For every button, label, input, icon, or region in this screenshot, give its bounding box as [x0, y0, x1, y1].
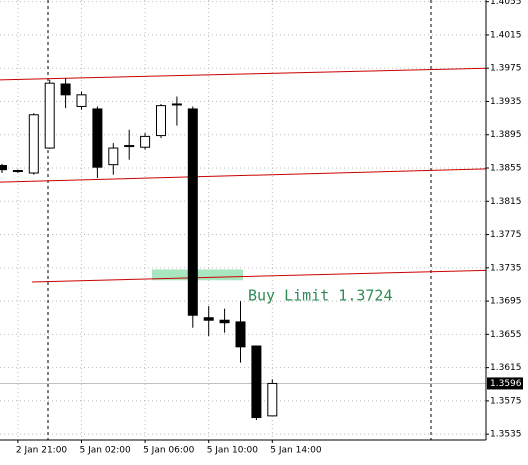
candle-body [219, 319, 230, 324]
y-tick-label: 1.3575 [490, 396, 522, 406]
candle-body [124, 145, 135, 148]
candle-body [203, 317, 214, 321]
y-tick-label: 1.3735 [490, 263, 522, 273]
y-tick-label: 1.3615 [490, 363, 522, 373]
candle-body [156, 105, 166, 137]
candle-body [0, 165, 7, 171]
candle-body [171, 103, 182, 106]
price-label: 1.3596 [490, 379, 522, 389]
y-tick-label: 1.3855 [490, 164, 522, 174]
grid [0, 0, 486, 440]
y-tick-label: 1.3975 [490, 64, 522, 74]
annotation: Buy Limit 1.3724 [248, 287, 393, 305]
x-tick-label: 2 Jan 21:00 [16, 446, 68, 456]
y-tick-label: 1.3935 [490, 97, 522, 107]
candle-body [140, 135, 151, 148]
candle-body [235, 321, 246, 348]
y-tick-label: 1.3535 [490, 430, 522, 440]
y-tick-label: 1.3655 [490, 330, 522, 340]
x-tick-label: 5 Jan 14:00 [270, 446, 322, 456]
candle-body [28, 114, 39, 174]
candle-body [108, 147, 119, 166]
candle-body [12, 170, 23, 173]
candle-body [76, 94, 87, 107]
x-tick-label: 5 Jan 10:00 [207, 446, 259, 456]
trendline [0, 168, 487, 183]
trendline [31, 269, 487, 283]
candle-body [44, 82, 55, 149]
y-tick-label: 1.3815 [490, 197, 522, 207]
y-tick-label: 1.4055 [490, 0, 522, 7]
y-tick-label: 1.3695 [490, 297, 522, 307]
y-tick-label: 1.4015 [490, 30, 522, 40]
y-tick-label: 1.3895 [490, 130, 522, 140]
plot [0, 67, 487, 421]
y-tick-label: 1.3775 [490, 230, 522, 240]
x-tick-label: 5 Jan 02:00 [80, 446, 132, 456]
candle-body [92, 108, 103, 168]
candle-body [267, 382, 278, 417]
candle-body [187, 108, 198, 316]
x-tick-label: 5 Jan 06:00 [143, 446, 195, 456]
candle-body [251, 345, 262, 419]
price-box [487, 377, 523, 390]
trendline [0, 67, 487, 81]
candle-body [60, 83, 71, 96]
